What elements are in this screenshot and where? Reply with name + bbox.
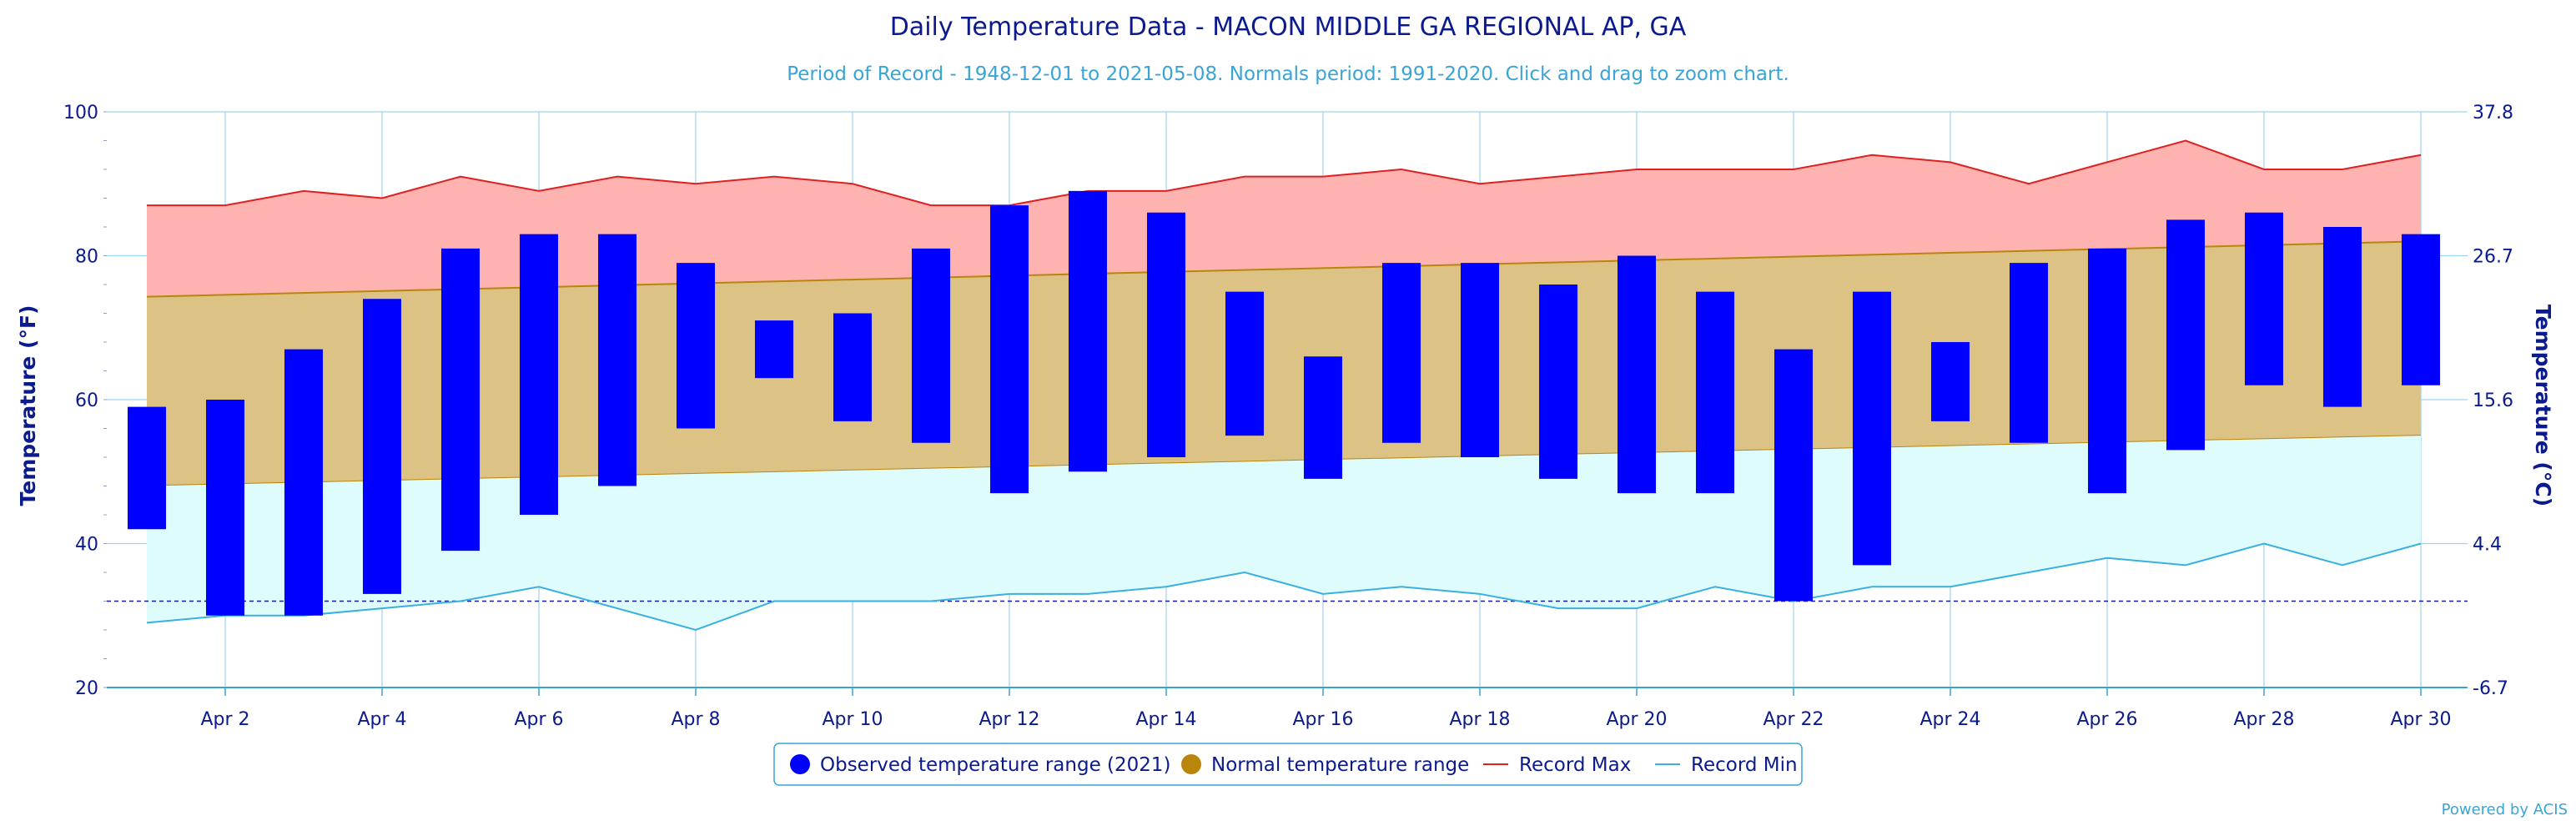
x-tick-label: Apr 8 (671, 709, 720, 730)
observed-bar (363, 299, 401, 594)
legend-label-observed: Observed temperature range (2021) (820, 754, 1171, 776)
x-tick-label: Apr 26 (2076, 709, 2137, 730)
normal-range-band (146, 140, 2422, 630)
record-min-line (146, 542, 2422, 632)
y-tick-label: 100 (63, 103, 98, 123)
legend-item-record-min[interactable]: Record Min (1655, 754, 1798, 776)
x-tick-label: Apr 2 (200, 709, 249, 730)
observed-bar (1853, 291, 1891, 566)
observed-bar (2323, 227, 2362, 407)
x-tick-label: Apr 18 (1449, 709, 1510, 730)
observed-bar (1069, 190, 1107, 472)
y-tick-label: 40 (75, 535, 98, 556)
observed-bar (2010, 263, 2048, 443)
observed-bar (441, 248, 480, 552)
record-min-band (147, 436, 2421, 630)
record-max-band (147, 140, 2421, 297)
legend: Observed temperature range (2021) Normal… (773, 743, 1803, 786)
observed-bar (755, 320, 793, 379)
y-tick-label-right: 4.4 (2473, 535, 2502, 556)
x-tick-label: Apr 12 (979, 709, 1039, 730)
observed-bar (598, 234, 636, 486)
x-tick-label: Apr 24 (1919, 709, 1980, 730)
observed-bar (520, 234, 558, 515)
x-tick-label: Apr 22 (1763, 709, 1824, 730)
normal-swatch (1181, 754, 1201, 774)
observed-swatch (790, 754, 810, 774)
y-tick-label-right: 15.6 (2473, 390, 2513, 411)
x-tick-label: Apr 28 (2233, 709, 2294, 730)
y-tick-label-right: 26.7 (2473, 247, 2513, 268)
observed-bar (1382, 263, 1421, 443)
chart-subtitle: Period of Record - 1948-12-01 to 2021-05… (787, 63, 1789, 85)
observed-bar (284, 349, 323, 616)
chart-title: Daily Temperature Data - MACON MIDDLE GA… (890, 13, 1687, 42)
x-tick-label: Apr 30 (2390, 709, 2451, 730)
credit-link[interactable]: Powered by ACIS (2442, 801, 2568, 818)
observed-bar (1618, 255, 1656, 494)
observed-bar (2402, 234, 2440, 385)
y-axis-title-right: Temperature (°C) (2531, 305, 2555, 506)
observed-bar (1304, 356, 1342, 479)
observed-bar (833, 313, 872, 421)
legend-item-observed[interactable]: Observed temperature range (2021) (790, 754, 1171, 776)
x-tick-label: Apr 16 (1292, 709, 1353, 730)
y-tick-label: 80 (75, 247, 98, 268)
record-max-line (147, 139, 2422, 207)
legend-box (773, 743, 1803, 786)
record-lines (107, 139, 2468, 632)
x-tick-label: Apr 20 (1606, 709, 1667, 730)
axes: 20 -6.7 40 4.4 60 15.6 80 26.7 100 37.8 Apr 2 Apr 4… (63, 103, 2513, 730)
x-tick-label: Apr 6 (514, 709, 563, 730)
observed-bar (1225, 291, 1264, 436)
x-tick-label: Apr 14 (1135, 709, 1196, 730)
x-tick-label: Apr 4 (357, 709, 406, 730)
observed-bar (1461, 263, 1499, 457)
observed-bar (677, 263, 715, 429)
observed-bar (2088, 248, 2126, 494)
observed-bar (2245, 212, 2283, 385)
observed-bar (206, 400, 244, 616)
y-tick-label-right: -6.7 (2473, 678, 2508, 699)
observed-bar (1147, 212, 1185, 457)
legend-item-record-max[interactable]: Record Max (1483, 754, 1631, 776)
legend-label-record-max: Record Max (1519, 754, 1631, 776)
observed-bars (128, 190, 2440, 616)
observed-bar (1696, 291, 1734, 494)
y-tick-label: 60 (75, 390, 98, 411)
observed-bar (1931, 342, 1970, 421)
x-tick-label: Apr 10 (822, 709, 883, 730)
observed-bar (128, 406, 166, 530)
observed-bar (2166, 219, 2205, 451)
y-axis-title-left: Temperature (°F) (16, 305, 40, 506)
observed-bar (1539, 285, 1577, 479)
legend-item-normal[interactable]: Normal temperature range (1181, 754, 1469, 776)
observed-bar (990, 205, 1029, 494)
y-tick-label: 20 (75, 678, 98, 699)
y-tick-label-right: 37.8 (2473, 103, 2513, 123)
legend-label-normal: Normal temperature range (1211, 754, 1469, 776)
legend-label-record-min: Record Min (1691, 754, 1798, 776)
normal-band (147, 241, 2421, 486)
observed-bar (912, 248, 950, 443)
observed-bar (1774, 349, 1813, 602)
